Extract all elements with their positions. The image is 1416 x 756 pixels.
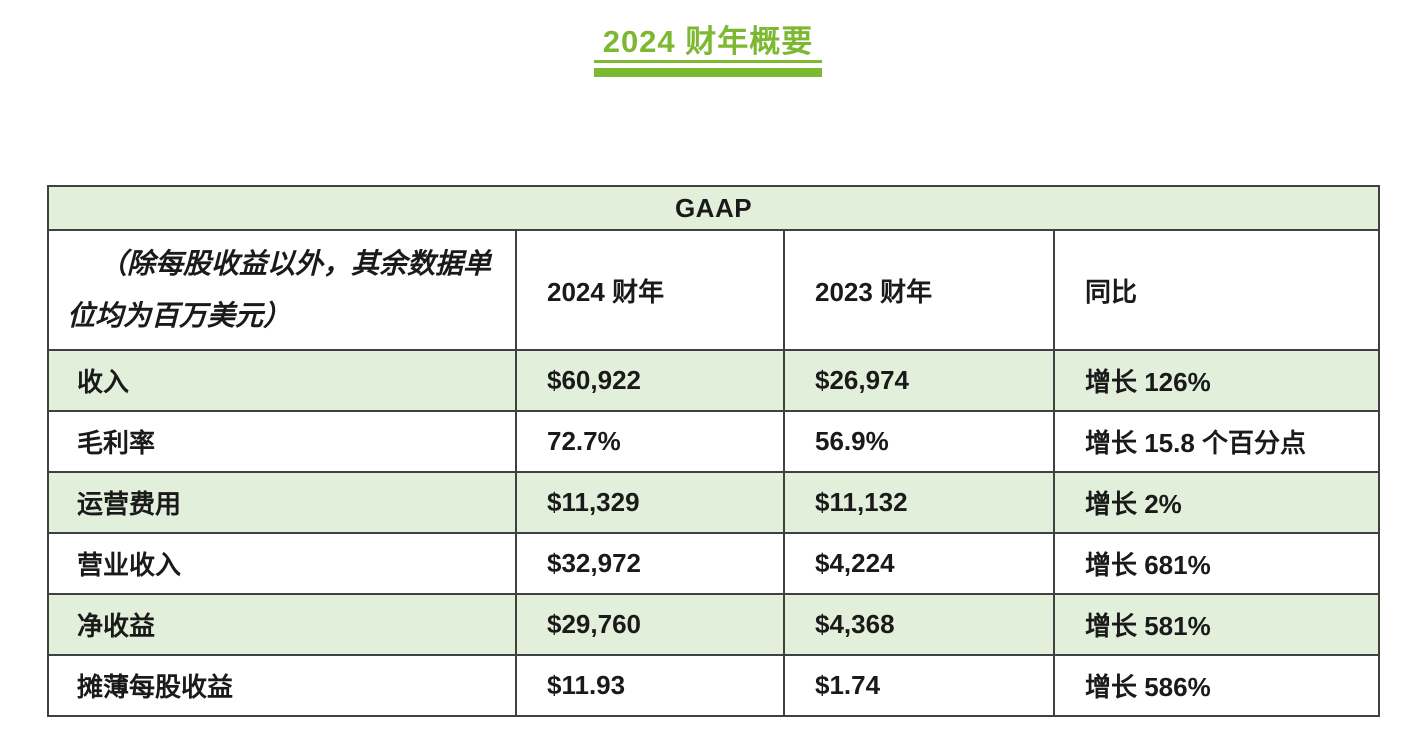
row-label: 收入 (47, 349, 517, 412)
cell-fy2024: 72.7% (515, 410, 785, 473)
gaap-summary-table: GAAP （除每股收益以外，其余数据单位均为百万美元） 2024 财年 2023… (47, 185, 1380, 717)
cell-fy2023: 56.9% (783, 410, 1055, 473)
row-label: 运营费用 (47, 471, 517, 534)
cell-fy2023: $1.74 (783, 654, 1055, 717)
row-label: 营业收入 (47, 532, 517, 595)
cell-fy2023: $11,132 (783, 471, 1055, 534)
row-label: 毛利率 (47, 410, 517, 473)
cell-yoy: 增长 2% (1053, 471, 1380, 534)
row-label: 摊薄每股收益 (47, 654, 517, 717)
cell-fy2023: $26,974 (783, 349, 1055, 412)
cell-yoy: 增长 15.8 个百分点 (1053, 410, 1380, 473)
column-header-fy2023: 2023 财年 (783, 229, 1055, 351)
title-underline-thick (594, 68, 822, 77)
cell-yoy: 增长 581% (1053, 593, 1380, 656)
table-row-revenue: 收入 $60,922 $26,974 增长 126% (47, 349, 1380, 412)
table-row-gross-margin: 毛利率 72.7% 56.9% 增长 15.8 个百分点 (47, 410, 1380, 473)
table-row-operating-expenses: 运营费用 $11,329 $11,132 增长 2% (47, 471, 1380, 534)
cell-fy2024: $29,760 (515, 593, 785, 656)
table-section-row: GAAP (47, 185, 1380, 231)
column-header-fy2024: 2024 财年 (515, 229, 785, 351)
cell-fy2024: $32,972 (515, 532, 785, 595)
row-label: 净收益 (47, 593, 517, 656)
table-row-diluted-eps: 摊薄每股收益 $11.93 $1.74 增长 586% (47, 654, 1380, 717)
cell-yoy: 增长 586% (1053, 654, 1380, 717)
table-header-row: （除每股收益以外，其余数据单位均为百万美元） 2024 财年 2023 财年 同… (47, 229, 1380, 351)
cell-fy2024: $60,922 (515, 349, 785, 412)
page-title: 2024 财年概要 (602, 24, 814, 59)
table-row-net-income: 净收益 $29,760 $4,368 增长 581% (47, 593, 1380, 656)
column-header-yoy: 同比 (1053, 229, 1380, 351)
title-underline-thin (594, 60, 822, 63)
table-section-header: GAAP (47, 185, 1380, 231)
cell-yoy: 增长 126% (1053, 349, 1380, 412)
cell-fy2024: $11.93 (515, 654, 785, 717)
title-underline (594, 60, 822, 77)
cell-yoy: 增长 681% (1053, 532, 1380, 595)
cell-fy2024: $11,329 (515, 471, 785, 534)
cell-fy2023: $4,224 (783, 532, 1055, 595)
table-row-operating-income: 营业收入 $32,972 $4,224 增长 681% (47, 532, 1380, 595)
unit-note: （除每股收益以外，其余数据单位均为百万美元） (47, 229, 517, 351)
cell-fy2023: $4,368 (783, 593, 1055, 656)
